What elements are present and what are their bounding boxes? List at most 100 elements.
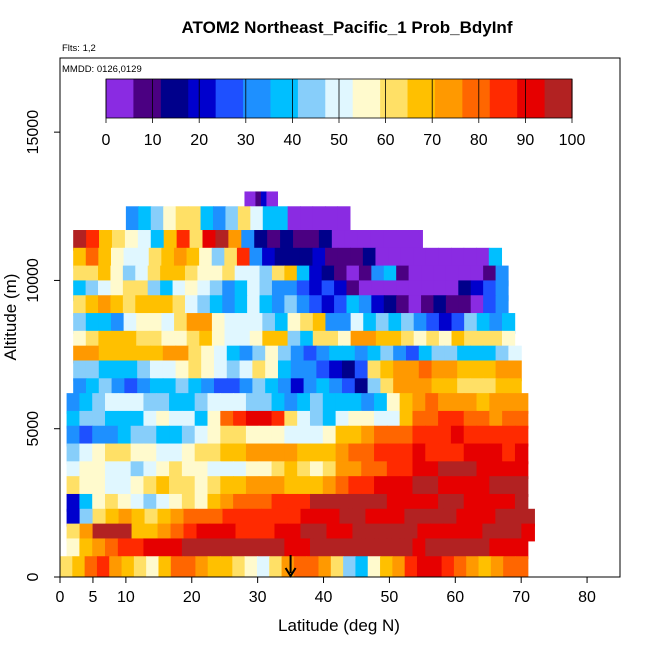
- heatmap-cell: [130, 393, 145, 414]
- heatmap-cell: [445, 295, 459, 317]
- heatmap-cell: [258, 425, 273, 447]
- heatmap-cell: [172, 295, 186, 317]
- heatmap-cell: [146, 556, 160, 577]
- heatmap-cell: [228, 230, 242, 251]
- heatmap-cell: [235, 508, 250, 527]
- heatmap-cell: [489, 393, 503, 414]
- heatmap-cell: [374, 443, 388, 465]
- heatmap-cell: [209, 295, 223, 317]
- colorbar-swatch: [243, 79, 272, 118]
- heatmap-cell: [220, 410, 234, 429]
- heatmap-cell: [463, 476, 478, 497]
- heatmap-cell: [401, 313, 415, 334]
- heatmap-cell: [84, 556, 98, 577]
- heatmap-cell: [354, 360, 369, 382]
- heatmap-cell: [363, 313, 377, 334]
- heatmap-cell: [343, 556, 357, 577]
- heatmap-cell: [508, 523, 522, 542]
- heatmap-cell: [451, 313, 465, 334]
- heatmap-cell: [169, 425, 183, 447]
- heatmap-cell: [367, 345, 381, 364]
- heatmap-cell: [354, 345, 369, 364]
- heatmap-cell: [249, 247, 263, 269]
- heatmap-cell: [361, 476, 375, 497]
- heatmap-cell: [438, 443, 452, 465]
- heatmap-cell: [438, 476, 452, 497]
- heatmap-cell: [335, 476, 350, 497]
- heatmap-cell: [348, 393, 362, 414]
- heatmap-cell: [287, 313, 301, 334]
- heatmap-cell: [322, 493, 337, 512]
- heatmap-cell: [325, 330, 339, 349]
- heatmap-cell: [105, 410, 119, 429]
- heatmap-cell: [234, 295, 248, 317]
- heatmap-cell: [194, 493, 209, 512]
- heatmap-cell: [135, 295, 149, 317]
- heatmap-cell: [287, 247, 301, 269]
- heatmap-cell: [117, 425, 132, 447]
- heatmap-cell: [429, 556, 443, 577]
- heatmap-cell: [399, 443, 414, 465]
- heatmap-cell: [309, 443, 324, 465]
- heatmap-cell: [438, 393, 452, 414]
- heatmap-cell: [361, 538, 375, 560]
- heatmap-cell: [156, 461, 170, 480]
- heatmap-cell: [222, 523, 237, 542]
- heatmap-cell: [85, 378, 100, 397]
- heatmap-cell: [361, 461, 375, 480]
- heatmap-cell: [300, 330, 314, 349]
- heatmap-cell: [169, 538, 183, 560]
- heatmap-cell: [297, 461, 311, 480]
- heatmap-cell: [284, 443, 298, 465]
- heatmap-cell: [490, 556, 504, 577]
- heatmap-cell: [224, 247, 238, 269]
- heatmap-cell: [79, 493, 93, 512]
- heatmap-cell: [444, 345, 458, 364]
- heatmap-cell: [350, 247, 364, 269]
- heatmap-cell: [450, 476, 465, 497]
- heatmap-cell: [386, 476, 401, 497]
- x-tick-label: 70: [512, 589, 530, 606]
- heatmap-cell: [361, 425, 375, 447]
- heatmap-cell: [412, 493, 426, 512]
- heatmap-cell: [380, 556, 393, 577]
- heatmap-cell: [271, 191, 279, 210]
- heatmap-cell: [380, 360, 394, 382]
- heatmap-cell: [183, 508, 198, 527]
- heatmap-cell: [105, 508, 120, 527]
- heatmap-cell: [85, 295, 99, 317]
- colorbar-tick-label: 50: [330, 132, 348, 149]
- heatmap-cell: [425, 247, 440, 269]
- x-tick-label: 50: [381, 589, 399, 606]
- heatmap-cell: [233, 443, 247, 465]
- heatmap-cell: [463, 247, 477, 269]
- heatmap-cell: [425, 493, 439, 512]
- colorbar-swatch: [517, 79, 546, 118]
- heatmap-cell: [438, 538, 452, 560]
- heatmap-cell: [92, 410, 106, 429]
- heatmap-cell: [416, 556, 430, 577]
- heatmap-cell: [224, 330, 238, 349]
- heatmap-cell: [111, 230, 126, 251]
- heatmap-cell: [265, 345, 279, 364]
- heatmap-cell: [161, 313, 175, 334]
- heatmap-cell: [418, 345, 433, 364]
- heatmap-cell: [271, 425, 285, 447]
- y-tick-label: 0: [25, 572, 42, 581]
- heatmap-cell: [352, 508, 367, 527]
- heatmap-cell: [425, 461, 439, 480]
- heatmap-cell: [337, 247, 351, 269]
- heatmap-cell: [173, 247, 188, 269]
- heatmap-cell: [284, 476, 298, 497]
- heatmap-cell: [284, 538, 298, 560]
- heatmap-cell: [207, 393, 221, 414]
- heatmap-cell: [363, 330, 377, 349]
- heatmap-cell: [175, 345, 189, 364]
- heatmap-cell: [73, 230, 87, 251]
- heatmap-cell: [280, 230, 294, 251]
- heatmap-cell: [299, 247, 314, 269]
- heatmap-cell: [143, 410, 157, 429]
- heatmap-cell: [346, 295, 360, 317]
- heatmap-cell: [222, 508, 237, 527]
- heatmap-cell: [374, 493, 388, 512]
